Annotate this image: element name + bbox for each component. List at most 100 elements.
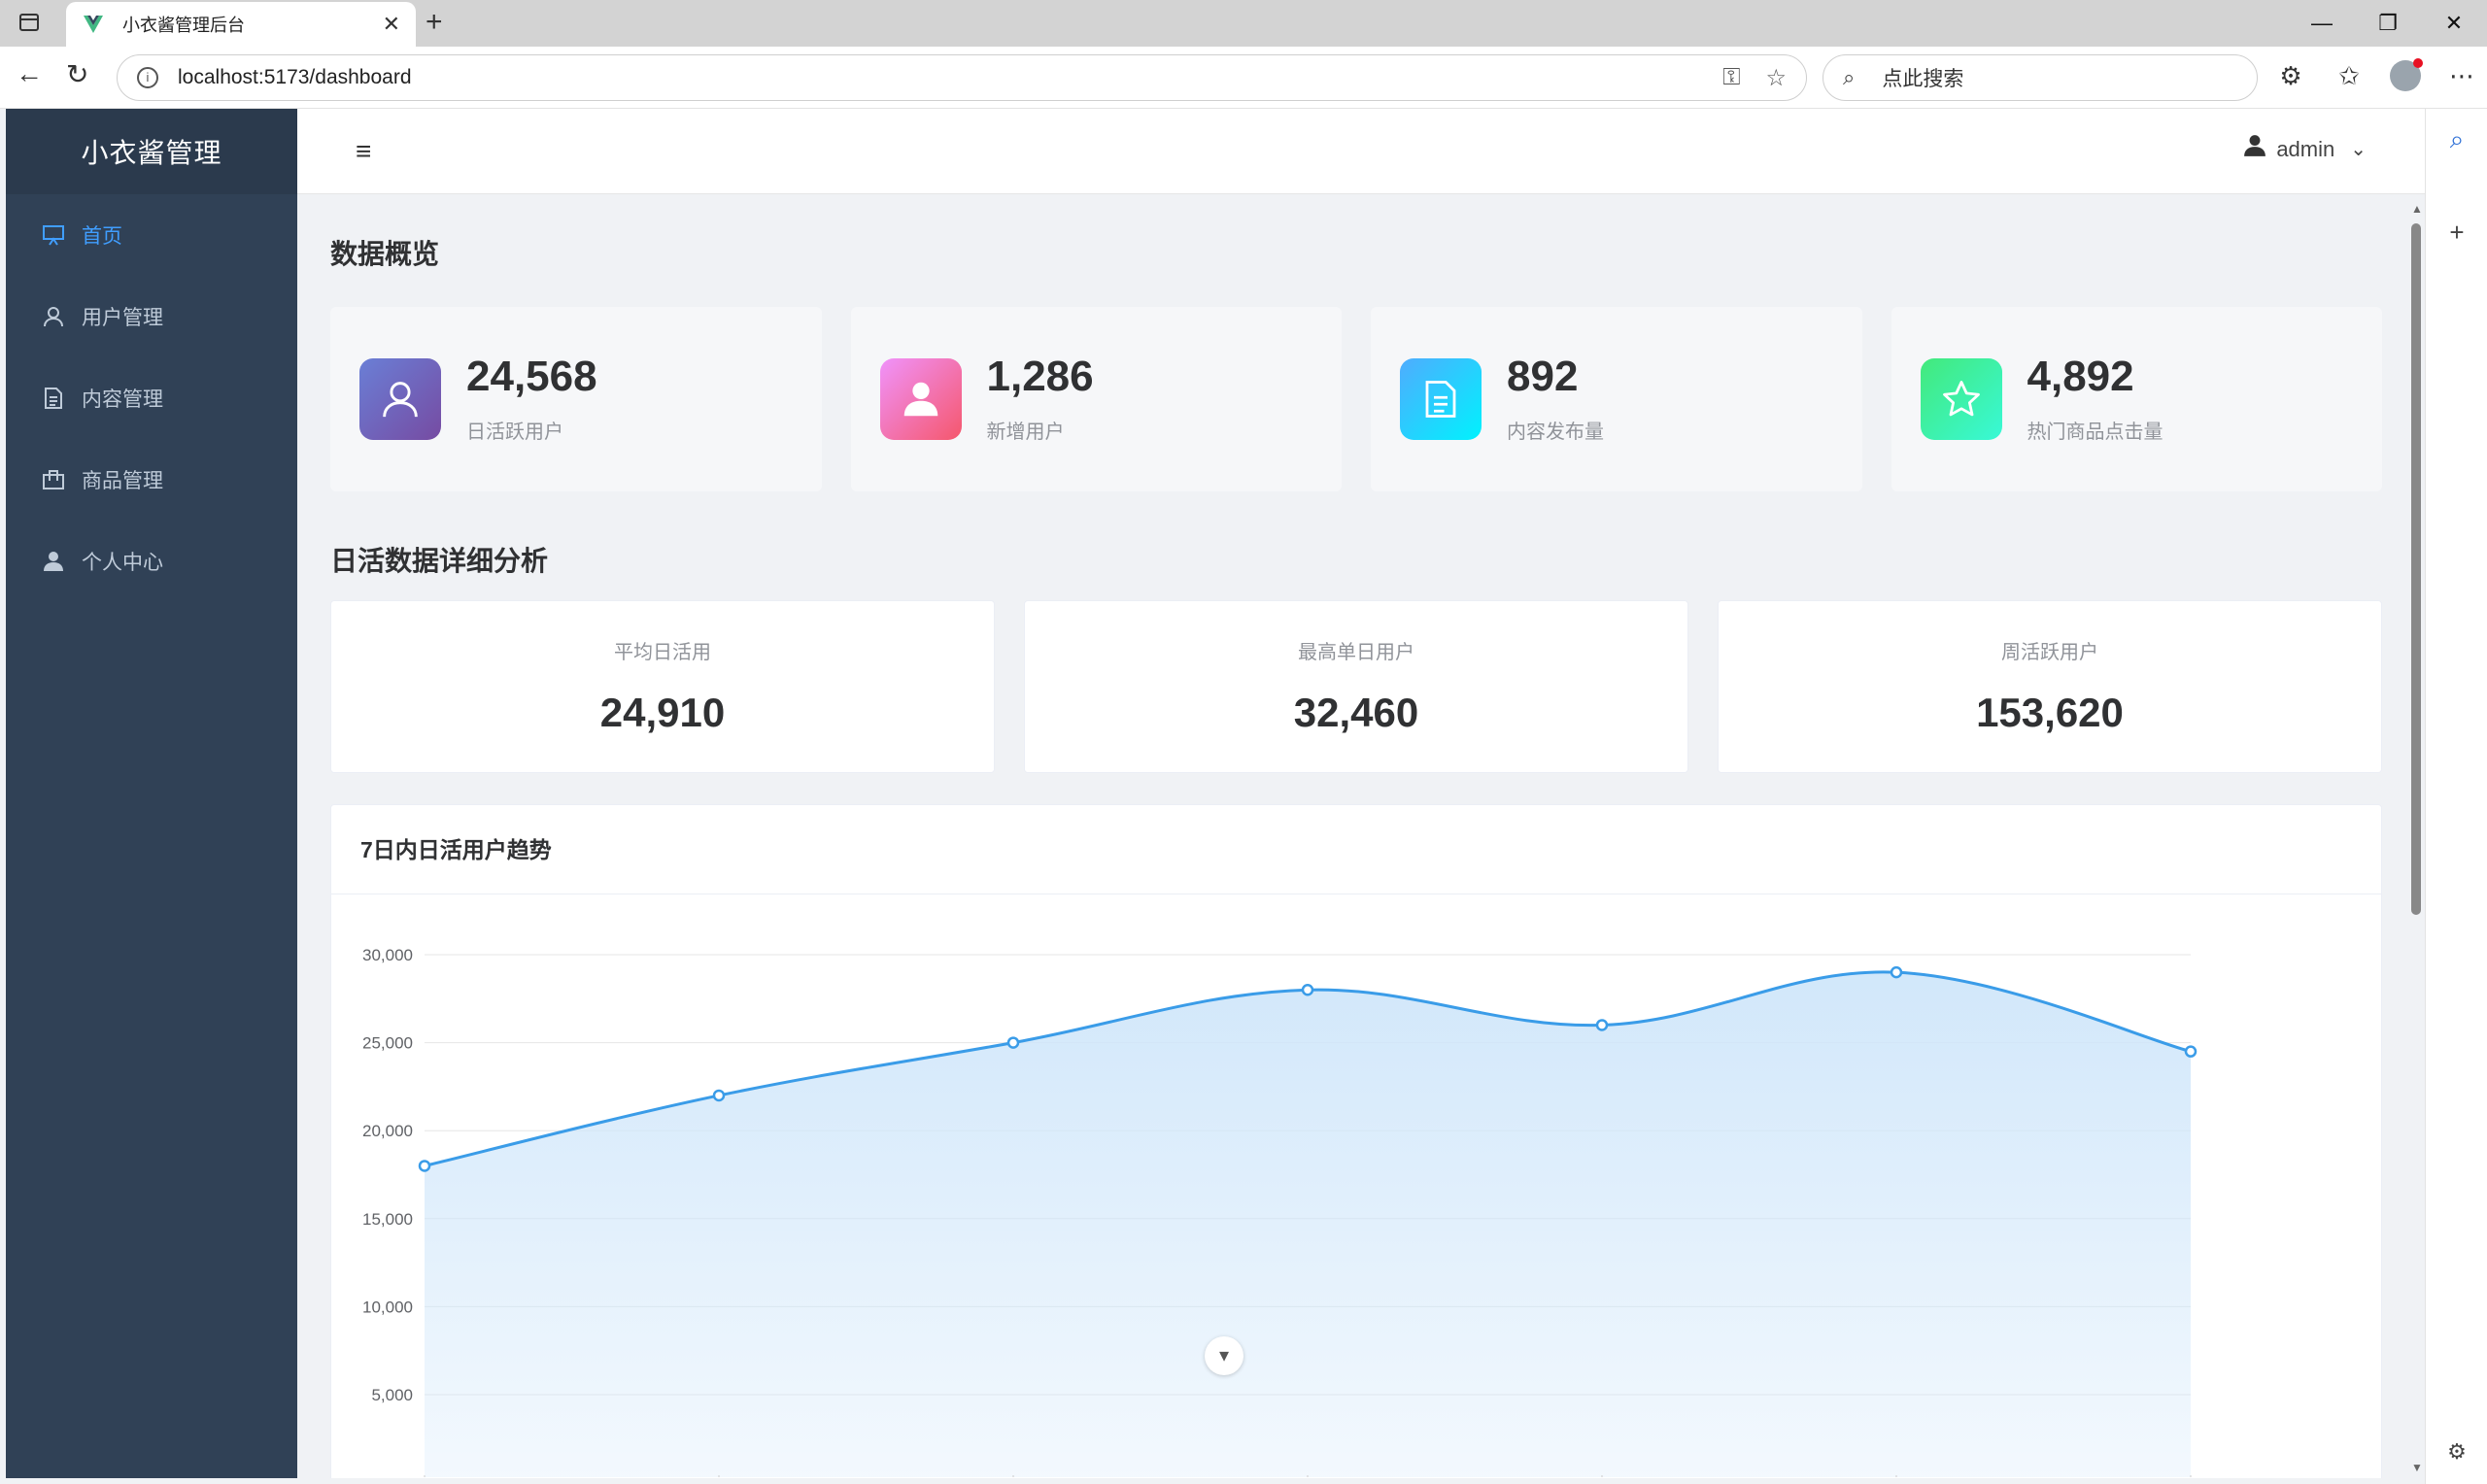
summary-value: 153,620 xyxy=(1976,690,2124,735)
sidebar-item-label: 首页 xyxy=(82,225,122,248)
search-sidebar-icon[interactable]: ⌕ xyxy=(2449,124,2465,153)
data-point xyxy=(418,1160,431,1172)
summary-label: 平均日活用 xyxy=(614,642,711,663)
data-point xyxy=(1006,1036,1020,1049)
data-point xyxy=(1301,983,1314,996)
overview-title: 数据概览 xyxy=(330,239,440,269)
stat-label: 日活跃用户 xyxy=(466,421,563,443)
stat-card-new-users: 1,286 新增用户 xyxy=(850,307,1342,491)
sidebar-item-users[interactable]: 用户管理 xyxy=(6,276,297,357)
summary-card-weekly: 周活跃用户 153,620 xyxy=(1718,600,2382,773)
stat-value: 4,892 xyxy=(2027,352,2134,400)
data-point xyxy=(1595,1019,1609,1031)
stat-value: 1,286 xyxy=(986,352,1094,400)
sidebar: 小衣酱管理 首页 用户管理 内容管理 商品管理 xyxy=(6,109,297,1478)
user-icon xyxy=(41,304,66,329)
sidebar-item-label: 个人中心 xyxy=(82,552,163,574)
document-icon xyxy=(41,386,66,411)
stat-label: 内容发布量 xyxy=(1507,421,1604,443)
menu-collapse-icon[interactable]: ≡ xyxy=(356,136,372,166)
key-icon[interactable]: ⚿ xyxy=(1722,64,1741,90)
user-filled-icon xyxy=(41,549,66,574)
stat-card-dau: 24,568 日活跃用户 xyxy=(330,307,822,491)
address-bar[interactable]: i localhost:5173/dashboard ⚿ ☆ xyxy=(117,54,1807,101)
back-icon[interactable]: ← xyxy=(16,58,43,88)
browser-tool-icons: ⚙ ✩ ⋯ xyxy=(2273,58,2479,91)
search-icon: ⌕ xyxy=(1843,65,1856,89)
user-dropdown[interactable]: admin ⌄ xyxy=(2243,134,2367,164)
chevron-down-icon: ⌄ xyxy=(2350,139,2367,160)
summary-value: 32,460 xyxy=(1293,690,1419,735)
user-avatar-icon xyxy=(2243,134,2266,164)
new-tab-icon[interactable]: + xyxy=(426,6,443,38)
data-point xyxy=(1890,965,1903,979)
trend-chart-card: 7日内日活用户趋势 5,000 10,000 15,000 20,000 25,000 3… xyxy=(330,804,2382,1478)
stat-value: 24,568 xyxy=(466,352,597,400)
summary-label: 周活跃用户 xyxy=(2001,642,2098,663)
top-header: ≡ admin ⌄ xyxy=(297,109,2425,194)
sidebar-item-home[interactable]: 首页 xyxy=(6,194,297,276)
sidebar-item-label: 商品管理 xyxy=(82,470,163,492)
minimize-icon[interactable]: — xyxy=(2311,11,2333,35)
window-controls: — ❐ ✕ xyxy=(2289,0,2487,47)
sidebar-item-goods[interactable]: 商品管理 xyxy=(6,439,297,521)
vue-devtools-toggle-icon[interactable]: ▾ xyxy=(1205,1336,1244,1375)
summary-cards: 平均日活用 24,910 最高单日用户 32,460 周活跃用户 153,620 xyxy=(330,600,2382,773)
sidebar-item-content[interactable]: 内容管理 xyxy=(6,357,297,439)
y-tick-label: 20,000 xyxy=(362,1122,413,1140)
close-window-icon[interactable]: ✕ xyxy=(2444,11,2464,35)
summary-label: 最高单日用户 xyxy=(1298,642,1414,663)
browser-right-rail: ⌕ + ⚙ xyxy=(2425,109,2487,1484)
y-tick-label: 15,000 xyxy=(362,1210,413,1229)
more-icon[interactable]: ⋯ xyxy=(2449,60,2474,90)
tab-title: 小衣酱管理后台 xyxy=(122,16,245,35)
browser-toolbar: ← ↻ i localhost:5173/dashboard ⚿ ☆ ⌕ 点此搜… xyxy=(0,47,2487,109)
sidebar-toggle-icon[interactable] xyxy=(19,14,39,31)
page-scrollbar[interactable]: ▲ ▼ xyxy=(2407,194,2425,1478)
chart-title: 7日内日活用户趋势 xyxy=(331,805,2381,894)
monitor-icon xyxy=(41,222,66,248)
username: admin xyxy=(2276,136,2335,161)
stat-label: 新增用户 xyxy=(986,421,1065,443)
dashboard-content: 数据概览 24,568 日活跃用户 1,286 xyxy=(297,194,2415,1478)
vue-logo-icon xyxy=(84,16,103,33)
user-icon xyxy=(359,358,441,440)
browser-search-box[interactable]: ⌕ 点此搜索 xyxy=(1823,54,2258,101)
main-area: ≡ admin ⌄ 数据概览 24,568 日活跃用户 xyxy=(297,109,2425,1478)
stat-cards: 24,568 日活跃用户 1,286 新增用户 xyxy=(330,307,2382,491)
add-icon[interactable]: + xyxy=(2449,218,2465,247)
y-tick-label: 5,000 xyxy=(371,1386,413,1404)
profile-avatar[interactable] xyxy=(2390,58,2423,91)
stat-card-content: 892 内容发布量 xyxy=(1371,307,1862,491)
app-logo: 小衣酱管理 xyxy=(6,109,297,194)
sidebar-item-profile[interactable]: 个人中心 xyxy=(6,521,297,602)
close-tab-icon[interactable]: ✕ xyxy=(382,12,400,36)
favorites-icon[interactable]: ✩ xyxy=(2338,60,2360,90)
extensions-icon[interactable]: ⚙ xyxy=(2279,60,2302,90)
y-tick-label: 30,000 xyxy=(362,946,413,964)
settings-icon[interactable]: ⚙ xyxy=(2447,1439,2467,1464)
browser-tab[interactable]: 小衣酱管理后台 ✕ xyxy=(66,2,416,47)
y-tick-label: 10,000 xyxy=(362,1298,413,1316)
browser-titlebar: 小衣酱管理后台 ✕ + — ❐ ✕ xyxy=(0,0,2487,47)
scrollbar-thumb[interactable] xyxy=(2411,223,2421,915)
y-tick-label: 25,000 xyxy=(362,1034,413,1053)
favorite-star-icon[interactable]: ☆ xyxy=(1765,64,1787,91)
star-icon xyxy=(1920,358,2002,440)
summary-value: 24,910 xyxy=(599,690,726,735)
app-root: 小衣酱管理 首页 用户管理 内容管理 商品管理 xyxy=(6,109,2425,1478)
info-icon[interactable]: i xyxy=(137,67,158,88)
stat-card-hot-goods: 4,892 热门商品点击量 xyxy=(1891,307,2382,491)
scroll-down-icon[interactable]: ▼ xyxy=(2411,1461,2423,1474)
summary-card-max: 最高单日用户 32,460 xyxy=(1024,600,1688,773)
restore-icon[interactable]: ❐ xyxy=(2378,11,2398,35)
sidebar-item-label: 内容管理 xyxy=(82,388,163,411)
user-filled-icon xyxy=(879,358,962,440)
scroll-up-icon[interactable]: ▲ xyxy=(2411,202,2423,216)
sidebar-item-label: 用户管理 xyxy=(82,307,163,329)
url-text[interactable]: localhost:5173/dashboard xyxy=(178,66,412,88)
daily-analysis-title: 日活数据详细分析 xyxy=(330,546,549,576)
area-fill xyxy=(425,971,2191,1477)
refresh-icon[interactable]: ↻ xyxy=(66,59,89,89)
document-icon xyxy=(1400,358,1482,440)
